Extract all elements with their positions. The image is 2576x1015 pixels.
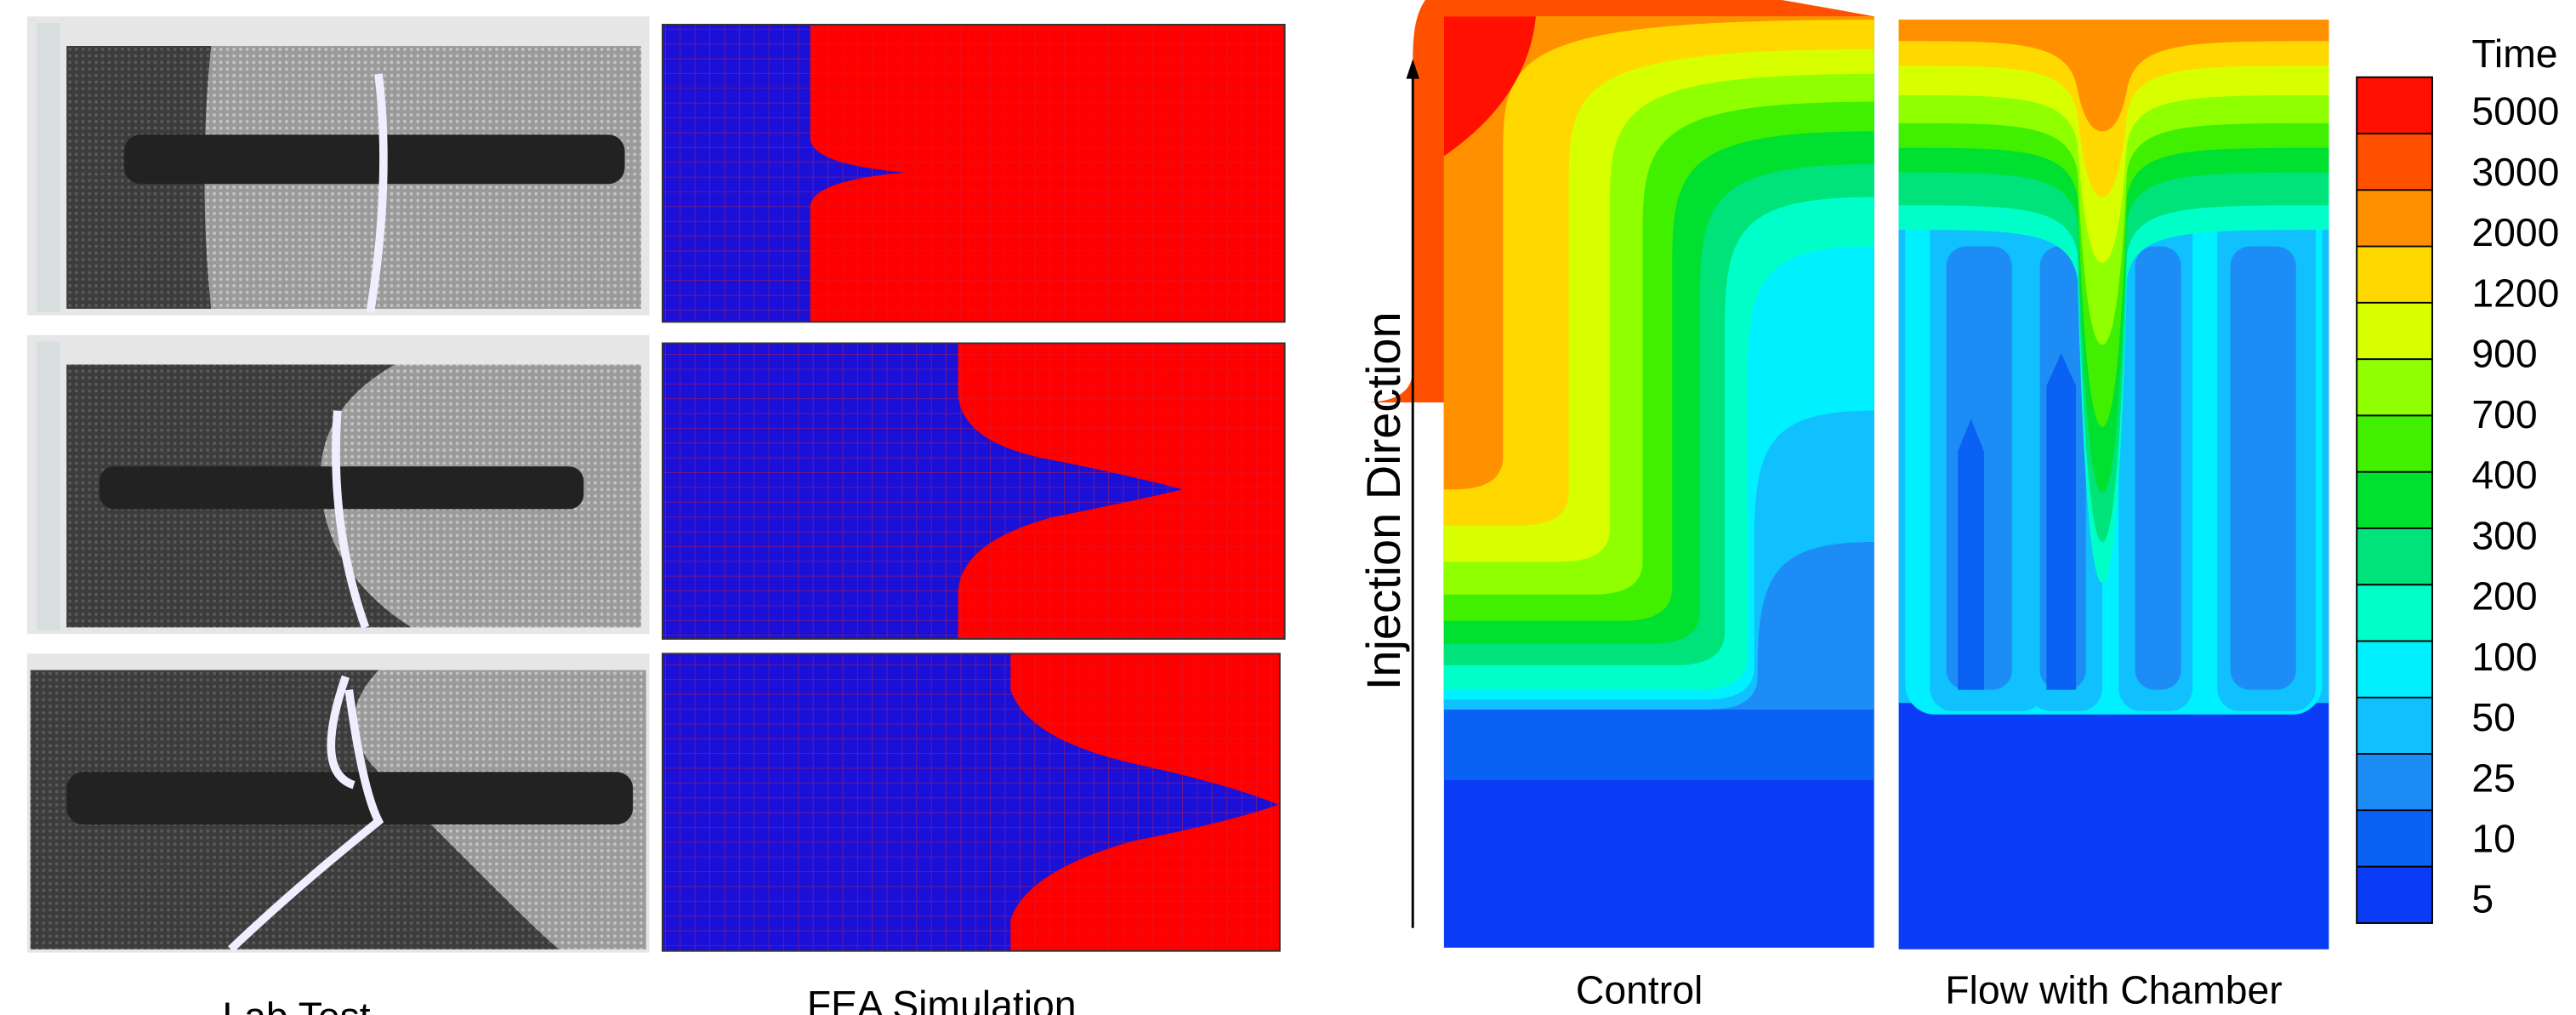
caption: Flow with Chamber (1945, 967, 2282, 1012)
colorbar-band (2357, 134, 2433, 191)
colorbar-label: 3000 (2471, 150, 2559, 194)
colorbar-label: 10 (2471, 817, 2516, 861)
contour-band (1958, 353, 2077, 690)
colorbar-band (2357, 415, 2433, 473)
colorbar-label: 900 (2471, 332, 2537, 376)
contour-band (2230, 246, 2296, 690)
colorbar-label: 300 (2471, 513, 2537, 557)
colorbar-band (2357, 246, 2433, 304)
colorbar: 5000 3000 2000 1200 900 700 400 300 200 100 50 25 10… (2356, 76, 2559, 924)
colorbar-band (2357, 584, 2433, 642)
fea-panel (662, 23, 1286, 323)
colorbar-label: 700 (2471, 392, 2537, 436)
photo (26, 334, 650, 635)
colorbar-label: 5000 (2471, 89, 2559, 134)
contour-control (1363, 0, 1874, 948)
colorbar-band (2357, 471, 2433, 529)
caption: Control (1576, 967, 1703, 1012)
colorbar-band (2357, 359, 2433, 417)
contour-band (1898, 20, 2329, 132)
colorbar-band (2357, 527, 2433, 586)
colorbar-label: 400 (2471, 453, 2537, 497)
contour-chamber (1898, 20, 2329, 949)
colorbar-label: 200 (2471, 574, 2537, 619)
lab-photos (26, 16, 650, 953)
colorbar-label: 100 (2471, 635, 2537, 679)
colorbar-title: Time (2471, 31, 2557, 76)
colorbar-label: 5 (2471, 877, 2494, 921)
fea-panel (662, 342, 1286, 640)
arrow-head (1406, 59, 1419, 79)
photo (26, 653, 650, 953)
fea-panels (662, 23, 1286, 952)
colorbar-frame (2356, 76, 2433, 924)
contour-band (2135, 246, 2181, 690)
colorbar-band (2357, 190, 2433, 248)
colorbar-band (2357, 641, 2433, 699)
contour-band (1363, 0, 1874, 402)
colorbar-band (2357, 810, 2433, 868)
colorbar-label: 1200 (2471, 271, 2559, 315)
contour-band (1443, 16, 1874, 526)
caption: Lab Test (222, 994, 370, 1015)
photo (26, 16, 650, 316)
colorbar-band (2357, 302, 2433, 361)
colorbar-band (2357, 866, 2433, 924)
contour-band (1443, 16, 1536, 157)
colorbar-band (2357, 77, 2433, 134)
axis-label: Injection Direction (1356, 311, 1410, 690)
fea-panel (662, 653, 1281, 952)
caption: FEA Simulation (807, 983, 1077, 1015)
colorbar-band (2357, 697, 2433, 756)
colorbar-band (2357, 754, 2433, 812)
colorbar-label: 25 (2471, 756, 2516, 800)
colorbar-label: 50 (2471, 695, 2516, 739)
colorbar-label: 2000 (2471, 210, 2559, 254)
